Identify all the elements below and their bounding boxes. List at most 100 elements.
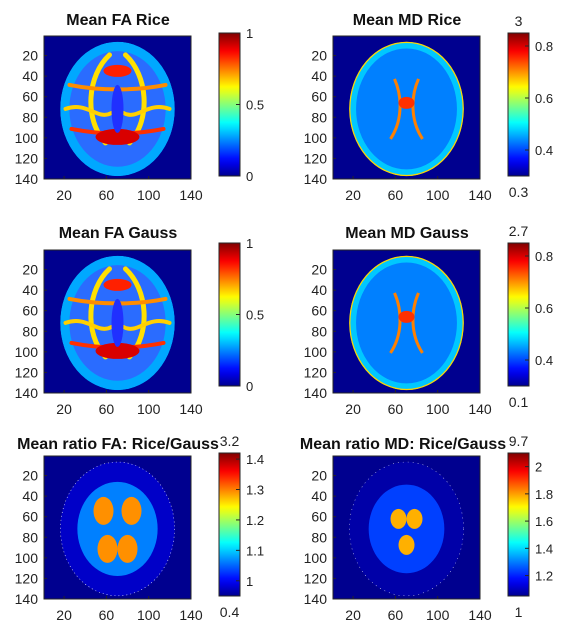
midline [111, 84, 124, 133]
x-tick-label: 100 [426, 607, 450, 623]
parenchyma [356, 262, 457, 384]
splenium [95, 342, 140, 359]
genu [103, 278, 132, 291]
y-tick-label: 60 [22, 303, 38, 319]
y-tick-label: 20 [22, 262, 38, 278]
x-tick-label: 60 [99, 401, 115, 417]
ventricle-core [398, 310, 415, 323]
brain-slice [349, 255, 464, 391]
colorbar-tick-label: 1.4 [246, 452, 264, 467]
y-tick-label: 120 [15, 150, 39, 166]
y-tick-label: 20 [311, 468, 327, 484]
y-tick-label: 60 [22, 509, 38, 525]
axes-frame [43, 249, 192, 394]
chart-svg-ratio-md: Mean ratio MD: Rice/Gauss 20 60 100 140 20 40… [300, 433, 553, 623]
y-tick-label: 80 [22, 109, 38, 125]
high-ratio-region [406, 508, 423, 529]
axes-frame [332, 249, 481, 394]
x-tick-label: 20 [56, 187, 72, 203]
y-tick-label: 100 [15, 550, 39, 566]
colorbar-max-label: 2.7 [509, 223, 529, 239]
y-tick-label: 60 [311, 89, 327, 105]
colorbar-frame [218, 452, 241, 597]
panel-ratio-fa: Mean ratio FA: Rice/Gauss 20 60 100 140 20 40… [0, 428, 287, 642]
y-tick-label: 60 [311, 303, 327, 319]
colorbar-tick-label: 2 [535, 460, 542, 475]
panel-ratio-md: Mean ratio MD: Rice/Gauss 20 60 100 140 20 40… [287, 428, 574, 642]
colorbar-tick-label: 1.3 [246, 483, 264, 498]
x-tick-label: 20 [56, 401, 72, 417]
chart-title: Mean MD Rice [353, 12, 462, 29]
high-ratio-region [390, 508, 407, 529]
colorbar [508, 453, 529, 596]
genu [103, 64, 132, 77]
colorbar-tick-label: 1.1 [246, 543, 264, 558]
x-tick-label: 140 [468, 607, 492, 623]
ventricle-core [398, 96, 415, 109]
axes-frame [332, 35, 481, 180]
y-tick-label: 40 [311, 282, 327, 298]
y-tick-label: 80 [22, 529, 38, 545]
colorbar-max-label: 3.2 [220, 433, 240, 449]
colorbar-tick-label: 0.5 [246, 308, 264, 323]
y-tick-label: 20 [22, 48, 38, 64]
chart-svg-md-gauss: Mean MD Gauss 20 60 100 140 20 40 60 80 100 120 14… [304, 223, 553, 417]
colorbar [219, 453, 240, 596]
chart-title: Mean FA Gauss [59, 225, 178, 242]
white-matter-tract [63, 105, 114, 117]
colorbar-min-label: 0.1 [509, 394, 529, 410]
colorbar-tick-label: 0.6 [535, 301, 553, 316]
colorbar-min-label: 1 [515, 604, 523, 620]
high-ratio-region [93, 496, 114, 525]
y-tick-label: 100 [304, 130, 328, 146]
brain-slice [60, 255, 175, 391]
colorbar-max-label: 3 [515, 13, 523, 29]
colorbar-tick-label: 1.2 [535, 569, 553, 584]
x-tick-label: 100 [137, 607, 161, 623]
y-tick-label: 100 [304, 344, 328, 360]
high-ratio-region [121, 496, 142, 525]
colorbar-frame [507, 452, 530, 597]
colorbar-max-label: 9.7 [509, 433, 529, 449]
x-tick-label: 140 [179, 187, 203, 203]
chart-title: Mean FA Rice [66, 12, 170, 29]
axes-frame [43, 35, 192, 180]
y-tick-label: 40 [22, 282, 38, 298]
colorbar-tick-label: 0.4 [535, 353, 553, 368]
colorbar-tick-label: 0 [246, 169, 253, 184]
y-tick-label: 140 [15, 171, 39, 187]
y-tick-label: 100 [15, 130, 39, 146]
y-tick-label: 140 [15, 591, 39, 607]
colorbar-tick-label: 0 [246, 379, 253, 394]
x-tick-label: 100 [137, 401, 161, 417]
ventricles [389, 78, 424, 140]
y-tick-label: 80 [311, 529, 327, 545]
y-tick-label: 40 [311, 68, 327, 84]
y-tick-label: 120 [15, 364, 39, 380]
colorbar-tick-label: 1.4 [535, 541, 553, 556]
axes-group: 20 60 100 140 20 40 60 80 100 120 140 0.4 0.6 0.8 3 0.3 [304, 13, 553, 203]
colorbar-tick-label: 1.2 [246, 513, 264, 528]
y-tick-label: 20 [311, 262, 327, 278]
colorbar-tick-label: 1 [246, 26, 253, 41]
brain-slice [60, 461, 175, 597]
white-matter-tract [121, 105, 172, 117]
colorbar-min-label: 0.3 [509, 184, 529, 200]
inner-region [77, 481, 158, 576]
x-tick-label: 20 [345, 607, 361, 623]
chart-title: Mean ratio FA: Rice/Gauss [17, 436, 219, 453]
axes-frame [332, 455, 481, 600]
y-tick-label: 80 [311, 109, 327, 125]
x-tick-label: 140 [468, 401, 492, 417]
colorbar-frame [507, 32, 530, 177]
panel-fa-gauss: Mean FA Gauss 20 60 100 140 20 40 60 80 100 120 14… [0, 214, 287, 428]
y-tick-label: 140 [304, 591, 328, 607]
axes-group: 20 60 100 140 20 40 60 80 100 120 140 1 1.1 1.2 1.3 1.4… [15, 433, 264, 623]
y-tick-label: 140 [304, 171, 328, 187]
x-tick-label: 100 [426, 401, 450, 417]
x-tick-label: 140 [179, 607, 203, 623]
y-tick-label: 120 [304, 364, 328, 380]
y-tick-label: 60 [22, 89, 38, 105]
chart-svg-md-rice: Mean MD Rice 20 60 100 140 20 40 60 80 100 120 140… [304, 12, 553, 203]
brain-slice [349, 461, 464, 597]
